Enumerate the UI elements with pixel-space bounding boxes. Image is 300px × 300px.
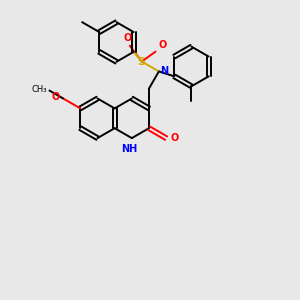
Text: O: O	[124, 33, 132, 43]
Text: N: N	[160, 66, 168, 76]
Text: NH: NH	[121, 144, 137, 154]
Text: O: O	[170, 133, 178, 143]
Text: CH₃: CH₃	[32, 85, 47, 94]
Text: S: S	[138, 56, 146, 67]
Text: O: O	[52, 92, 60, 103]
Text: O: O	[159, 40, 167, 50]
